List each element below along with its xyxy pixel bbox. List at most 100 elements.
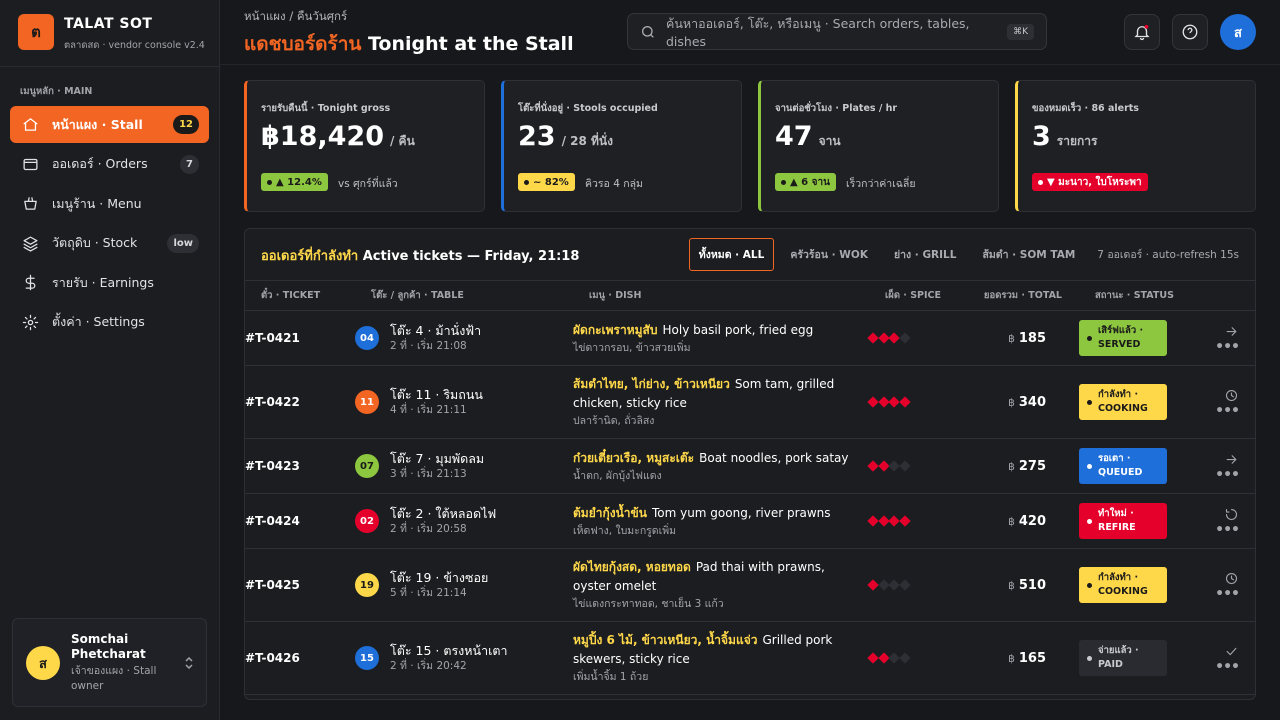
stat-note: vs ศุกร์ที่แล้ว [338, 178, 398, 190]
orders-panel: ออเดอร์ที่กำลังทำ Active tickets — Frida… [244, 228, 1256, 700]
status-text: เสิร์ฟแล้ว · SERVED [1098, 325, 1144, 350]
dish-english: Som tam, grilled chicken, sticky rice [573, 377, 835, 410]
icon-part [23, 235, 38, 252]
spice-diamond [867, 579, 879, 591]
icon [23, 235, 38, 252]
search-shortcut: ⌘K [1007, 23, 1034, 40]
table-cell: 15 โต๊ะ 15 · ตรงหน้าเตา 2 ที่ · เริ่ม 20:4… [355, 643, 573, 673]
notifications-button[interactable] [1124, 14, 1160, 50]
table-badge: 04 [355, 326, 379, 350]
nav-label: ออเดอร์ · Orders [52, 156, 148, 171]
table-text: โต๊ะ 15 · ตรงหน้าเตา 2 ที่ · เริ่ม 20:42 [390, 643, 508, 673]
dish-thai: ส้มตำไทย, ไก่ย่าง, ข้าวเหนียว [573, 377, 730, 391]
icon-part [650, 33, 654, 38]
search-box[interactable]: ค้นหาออเดอร์, โต๊ะ, หรือเมนู · Search or… [627, 13, 1047, 50]
icon-part [1182, 24, 1198, 40]
table-name: โต๊ะ 7 · มุมพัดลม [390, 451, 485, 466]
help-icon [1182, 24, 1198, 40]
panel-title-english: Active tickets — Friday, 21:18 [362, 249, 580, 264]
row-actions[interactable]: ••• [1189, 452, 1255, 482]
nav-label: วัตถุดิบ · Stock [52, 235, 138, 250]
delta-text: ~ 82% [533, 176, 569, 188]
user-card[interactable]: ส Somchai Phetcharat เจ้าของแผง · Stall … [12, 618, 207, 707]
help-button[interactable] [1172, 14, 1208, 50]
filter-tab[interactable]: ส้มตำ · SOM TAM [982, 248, 1076, 261]
currency: ฿ [1008, 396, 1015, 409]
stat-label: โต๊ะที่นั่งอยู่ · Stools occupied [518, 103, 658, 114]
nav-item[interactable]: หน้าแผง · Stall 12 [10, 106, 209, 143]
total-amount: 165 [1018, 650, 1046, 666]
dish-note: ไข่แดงกระทาทอด, ชาเย็น 3 แก้ว [573, 598, 724, 610]
spice-diamond [888, 515, 900, 527]
icon-part [642, 25, 653, 37]
icon-part [1134, 26, 1150, 41]
stat-delta: ▼ มะนาว, ใบโหระพา [1032, 173, 1148, 191]
sidebar: ต TALAT SOT ตลาดสด · vendor console v2.4… [0, 0, 220, 720]
dish-thai: ต้มยำกุ้งน้ำข้น [573, 505, 647, 520]
title-english: Tonight at the Stall [367, 33, 574, 55]
dish-note: ปลาร้านิด, ถั่วลิสง [573, 415, 655, 427]
nav-item[interactable]: ตั้งค่า · Settings [10, 304, 209, 341]
page-title: แดชบอร์ดร้าน Tonight at the Stall [244, 29, 574, 59]
dish-cell: ก๋วยเตี๋ยวเรือ, หมูสะเต๊ะ Boat noodles, p… [573, 449, 869, 484]
nav-item[interactable]: ออเดอร์ · Orders 7 [10, 146, 209, 183]
dish-english: Holy basil pork, fried egg [662, 322, 814, 337]
row-actions[interactable]: ••• [1189, 388, 1255, 418]
order-total: ฿ 275 [959, 459, 1046, 474]
icon [25, 274, 36, 291]
icon-part [25, 274, 36, 291]
spice-diamond [888, 460, 900, 472]
brand-subtitle: ตลาดสด · vendor console v2.4 [64, 40, 205, 51]
row-actions[interactable]: ••• [1189, 324, 1255, 355]
filter-tab[interactable]: ทั้งหมด · ALL [688, 237, 775, 271]
nav-item[interactable]: วัตถุดิบ · Stock low [10, 225, 209, 262]
search-placeholder: ค้นหาออเดอร์, โต๊ะ, หรือเมนู · Search or… [666, 16, 970, 49]
table-cell: 19 โต๊ะ 19 · ข้างซอย 5 ที่ · เริ่ม 21:14 [355, 570, 573, 600]
status-badge: รอเตา · QUEUED [1079, 448, 1167, 484]
table-cell: 02 โต๊ะ 2 · ใต้หลอดไฟ 2 ที่ · เริ่ม 20:58 [355, 506, 573, 536]
row-actions[interactable]: ••• [1189, 571, 1255, 601]
spice-diamond [867, 460, 879, 472]
order-total: ฿ 165 [959, 651, 1046, 666]
table-seats: 2 ที่ · เริ่ม 20:42 [390, 660, 467, 672]
filter-tab[interactable]: ย่าง · GRILL [893, 248, 957, 261]
icon-part [1230, 575, 1234, 581]
spice-diamond [867, 332, 879, 344]
user-role: เจ้าของแผง · Stall owner [71, 665, 157, 692]
column-label: ยอดรวม · TOTAL [983, 290, 1062, 301]
table-name: โต๊ะ 11 · ริมถนน [390, 387, 483, 402]
icon [1226, 647, 1237, 656]
stat-delta: ~ 82% [518, 173, 575, 191]
ticket-id: #T-0425 [245, 578, 300, 592]
spice-diamond [867, 396, 879, 408]
nav-label: ตั้งค่า · Settings [52, 314, 145, 329]
stat-number: 47 [775, 121, 813, 152]
nav-label: หน้าแผง · Stall [52, 116, 143, 132]
table-seats: 2 ที่ · เริ่ม 20:58 [390, 523, 467, 535]
bell-icon [1134, 24, 1150, 41]
status-dot [1087, 655, 1092, 661]
table-name: โต๊ะ 4 · ม้านั่งฟ้า [390, 323, 482, 338]
stat-value: 47 จาน [775, 121, 841, 152]
spice-level [867, 579, 959, 591]
status-text: จ่ายแล้ว · PAID [1098, 645, 1139, 670]
icon [1225, 572, 1238, 585]
row-actions[interactable]: ••• [1189, 507, 1255, 537]
status-text: กำลังทำ · COOKING [1098, 389, 1148, 414]
filter-tab[interactable]: ครัวร้อน · WOK [790, 248, 868, 261]
nav-item[interactable]: รายรับ · Earnings [10, 264, 209, 301]
icon-part [1187, 27, 1193, 37]
header-avatar[interactable]: ส [1220, 14, 1256, 50]
stat-card: รายรับคืนนี้ · Tonight gross ฿18,420 / คืน… [244, 80, 485, 212]
row-actions[interactable]: ••• [1189, 644, 1255, 674]
dish-english: Tom yum goong, river prawns [651, 505, 831, 520]
dish-cell: ต้มยำกุ้งน้ำข้น Tom yum goong, river praw… [573, 504, 869, 539]
table-badge: 15 [355, 646, 379, 670]
status-badge: เสิร์ฟแล้ว · SERVED [1079, 320, 1167, 356]
table-badge: 19 [355, 573, 379, 597]
nav-item[interactable]: เมนูร้าน · Menu [10, 185, 209, 222]
order-row: #T-0424 02 โต๊ะ 2 · ใต้หลอดไฟ 2 ที่ · เริ่ม… [245, 494, 1255, 549]
more-dots: ••• [1215, 339, 1240, 355]
